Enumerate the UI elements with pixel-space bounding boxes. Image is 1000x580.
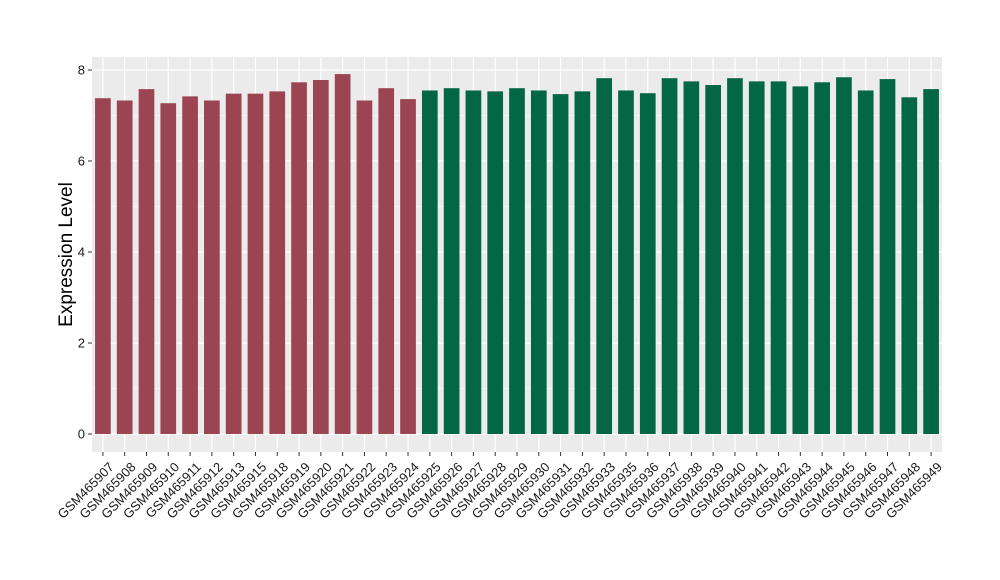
y-tick-label: 6 [78, 154, 85, 169]
bar-GSM465918 [269, 91, 286, 434]
y-tick-label: 0 [78, 427, 85, 442]
bar-GSM465930 [530, 90, 547, 434]
bars [95, 74, 939, 435]
bar-GSM465944 [814, 82, 830, 434]
bar-GSM465932 [574, 91, 591, 434]
bar-GSM465948 [901, 97, 918, 435]
bar-GSM465912 [204, 100, 220, 435]
bar-GSM465915 [247, 93, 264, 434]
bar-GSM465942 [770, 81, 787, 434]
bar-GSM465927 [465, 90, 482, 434]
bar-GSM465920 [313, 80, 329, 434]
bar-GSM465947 [879, 79, 896, 434]
bar-GSM465908 [116, 100, 133, 435]
bar-GSM465928 [487, 91, 504, 434]
bar-GSM465939 [705, 85, 721, 434]
bar-GSM465923 [378, 88, 395, 434]
bar-GSM465941 [748, 81, 765, 434]
bar-GSM465919 [291, 82, 307, 434]
bar-GSM465921 [334, 74, 351, 434]
bar-GSM465907 [95, 98, 111, 435]
bar-GSM465938 [683, 81, 700, 434]
bar-GSM465913 [225, 93, 242, 434]
bar-GSM465924 [400, 99, 416, 435]
bar-GSM465926 [443, 88, 460, 434]
y-axis-title: Expression Level [56, 182, 77, 327]
bar-GSM465940 [727, 78, 743, 434]
bar-GSM465909 [138, 89, 155, 435]
bar-GSM465922 [356, 100, 373, 435]
y-axis: 0 2 4 6 8 [78, 63, 92, 442]
bar-GSM465931 [552, 94, 569, 435]
bar-GSM465945 [836, 77, 852, 434]
y-tick-label: 4 [78, 245, 85, 260]
bar-GSM465943 [792, 86, 809, 434]
bar-GSM465933 [596, 78, 613, 434]
bar-GSM465911 [182, 96, 198, 434]
bar-GSM465936 [639, 93, 656, 434]
bar-GSM465935 [618, 90, 634, 434]
x-axis: GSM465907GSM465908GSM465909GSM465910GSM4… [55, 452, 945, 522]
bar-GSM465929 [509, 88, 525, 434]
bar-GSM465925 [421, 90, 438, 434]
bar-GSM465937 [661, 78, 678, 434]
y-tick-label: 2 [78, 336, 85, 351]
y-tick-label: 8 [78, 63, 85, 78]
bar-GSM465946 [857, 90, 874, 434]
bar-GSM465910 [160, 103, 177, 434]
bar-GSM465949 [923, 89, 939, 435]
